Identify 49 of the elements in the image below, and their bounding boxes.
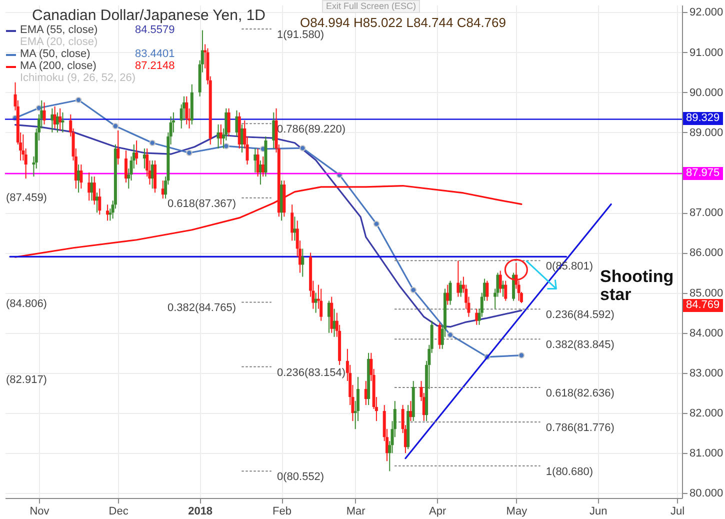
y-tick-label: 81.000 — [690, 448, 724, 460]
annotation: 0.382(84.765) — [168, 302, 236, 314]
y-tick-label: 86.000 — [690, 247, 724, 260]
annotation: 0.236(83.154) — [277, 366, 346, 379]
y-tick-label: 84.000 — [690, 327, 724, 340]
legend-label: EMA (55, close) — [20, 24, 98, 36]
annotation: (82.917) — [6, 374, 47, 386]
x-tick-label: 2018 — [188, 506, 213, 518]
ref-line-label: 87.975 — [683, 166, 723, 180]
x-tick-label: Mar — [346, 506, 366, 518]
x-tick-label: Nov — [30, 506, 50, 518]
y-tick-label: 80.000 — [690, 488, 724, 500]
y-tick-label: 87.000 — [690, 207, 724, 220]
y-tick-label: 89.000 — [690, 126, 724, 139]
y-tick-label: 91.000 — [690, 46, 724, 59]
y-tick-label: 83.000 — [690, 367, 724, 380]
text: O84.994 H85.022 L84.744 C84.769 — [300, 15, 506, 30]
x-tick-label: Jul — [670, 506, 685, 518]
y-tick-label: 82.000 — [690, 408, 724, 420]
legend-label: MA (50, close) — [20, 48, 90, 60]
annotation: 0.382(83.845) — [546, 339, 614, 352]
y-tick-label: 85.000 — [690, 287, 724, 300]
annotation: 1(91.580) — [277, 29, 324, 42]
y-tick-label: 92.000 — [690, 6, 724, 19]
annotation: 0.618(82.636) — [546, 388, 614, 400]
annotation: 0.786(81.776) — [546, 422, 614, 434]
ref-line-label: 89.329 — [683, 112, 723, 126]
text: 84.769 — [683, 299, 723, 312]
y-tick-label: 90.000 — [690, 86, 724, 99]
x-tick-label: May — [506, 506, 528, 518]
legend-label: MA (200, close) — [20, 60, 96, 72]
annotation: 0.618(87.367) — [168, 198, 236, 210]
annotation: (84.806) — [6, 298, 47, 310]
annotation: Shooting star — [600, 267, 674, 304]
annotation: Exit Full Screen (ESC) — [322, 0, 420, 13]
annotation: 83.4401 — [135, 48, 175, 60]
annotation: 0.236(84.592) — [546, 309, 614, 322]
annotation: 0(80.552) — [277, 471, 324, 484]
annotation: (87.459) — [6, 192, 47, 204]
x-tick-label: Dec — [108, 506, 129, 518]
x-tick-label: Apr — [429, 506, 446, 518]
annotation: Ichimoku (9, 26, 52, 26) — [20, 72, 136, 84]
annotation: EMA (20, close) — [20, 36, 98, 48]
annotation: 1(80.680) — [546, 466, 594, 478]
annotation: 84.5579 — [135, 24, 175, 36]
chart-title: Canadian Dollar/Japanese Yen, 1D — [32, 7, 266, 24]
x-tick-label: Feb — [272, 506, 292, 518]
annotation: 87.2148 — [135, 60, 175, 72]
x-tick-label: Jun — [590, 506, 608, 518]
